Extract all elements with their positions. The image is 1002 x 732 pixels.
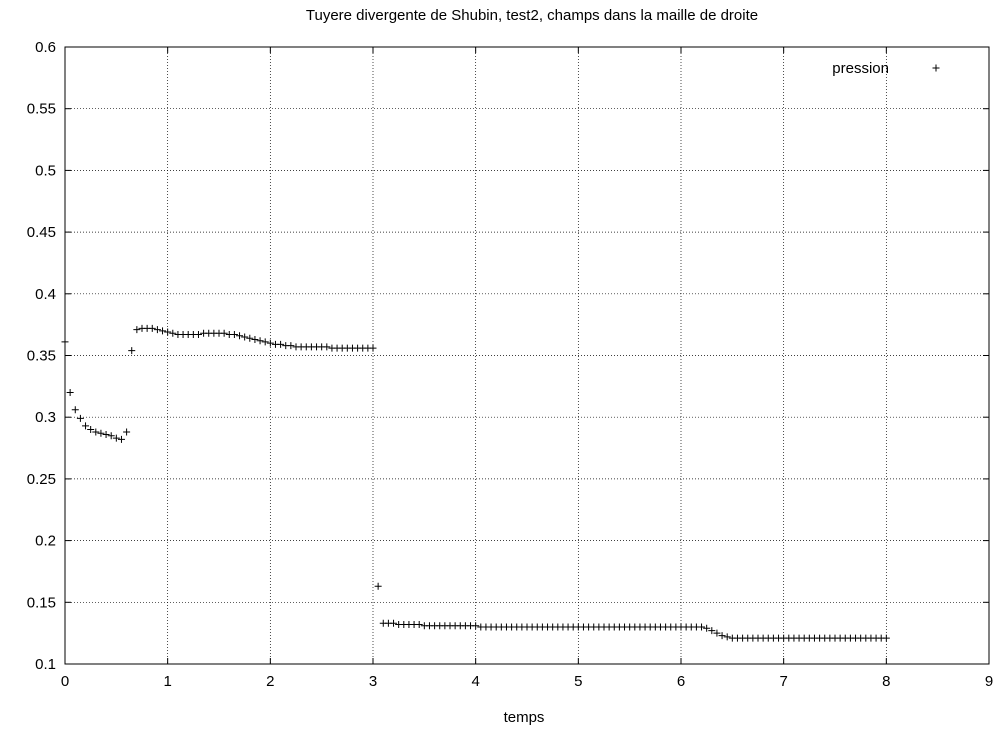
- x-axis-label: temps: [504, 709, 545, 726]
- x-tick-label: 1: [163, 673, 171, 690]
- series-pression-points: [61, 324, 890, 642]
- y-axis-ticks: 0.1 0.15 0.2 0.25 0.3 0.35 0.4 0.45 0.5 0.55 0.6: [27, 39, 989, 673]
- data-point: [123, 428, 131, 436]
- data-point: [148, 324, 156, 332]
- data-point: [66, 389, 74, 397]
- x-tick-label: 5: [574, 673, 582, 690]
- legend-label: pression: [832, 60, 889, 77]
- y-tick-label: 0.45: [27, 224, 56, 241]
- data-point: [723, 633, 731, 641]
- x-tick-label: 0: [61, 673, 69, 690]
- data-point: [261, 338, 269, 346]
- data-point: [287, 342, 295, 350]
- data-point: [71, 406, 79, 414]
- data-point: [256, 337, 264, 345]
- x-tick-label: 4: [471, 673, 479, 690]
- y-tick-label: 0.55: [27, 101, 56, 118]
- y-tick-label: 0.1: [35, 656, 56, 673]
- data-point: [133, 326, 141, 334]
- data-point: [153, 326, 161, 334]
- data-point: [92, 428, 100, 436]
- data-point: [230, 331, 238, 339]
- x-tick-label: 9: [985, 673, 993, 690]
- data-point: [369, 344, 377, 352]
- data-point: [698, 623, 706, 631]
- data-point: [323, 343, 331, 351]
- data-point: [220, 329, 228, 337]
- data-point: [266, 339, 274, 347]
- data-point: [415, 621, 423, 629]
- data-point: [390, 619, 398, 627]
- data-point: [374, 582, 382, 590]
- data-point: [194, 331, 202, 339]
- y-tick-label: 0.25: [27, 471, 56, 488]
- data-point: [61, 338, 69, 346]
- data-point: [251, 335, 259, 343]
- x-axis-ticks: 0 1 2 3 4 5 6 7 8 9: [61, 47, 993, 690]
- data-point: [82, 422, 90, 430]
- data-point: [713, 629, 721, 637]
- x-tick-label: 2: [266, 673, 274, 690]
- data-point: [236, 332, 244, 340]
- data-point: [246, 334, 254, 342]
- legend-marker: [932, 64, 940, 72]
- y-tick-label: 0.35: [27, 348, 56, 365]
- data-point: [102, 430, 110, 438]
- data-point: [277, 340, 285, 348]
- y-tick-label: 0.5: [35, 162, 56, 179]
- y-tick-label: 0.2: [35, 533, 56, 550]
- data-point: [703, 624, 711, 632]
- data-point: [882, 634, 890, 642]
- legend: pression: [832, 60, 940, 77]
- y-tick-label: 0.4: [35, 286, 56, 303]
- data-point: [97, 429, 105, 437]
- y-tick-label: 0.15: [27, 594, 56, 611]
- data-point: [708, 627, 716, 635]
- data-point: [472, 622, 480, 630]
- grid: [65, 47, 989, 664]
- chart-title: Tuyere divergente de Shubin, test2, cham…: [306, 7, 758, 24]
- data-point: [112, 434, 120, 442]
- data-point: [107, 432, 115, 440]
- data-point: [87, 426, 95, 434]
- data-point: [169, 329, 177, 337]
- data-point: [241, 333, 249, 341]
- data-point: [128, 347, 136, 355]
- x-tick-label: 7: [779, 673, 787, 690]
- legend-marker-symbol: [932, 64, 940, 72]
- y-tick-label: 0.3: [35, 409, 56, 426]
- data-point: [117, 435, 125, 443]
- data-point: [159, 327, 167, 335]
- x-tick-label: 6: [677, 673, 685, 690]
- data-point: [76, 414, 84, 422]
- data-point: [164, 328, 172, 336]
- x-tick-label: 3: [369, 673, 377, 690]
- y-tick-label: 0.6: [35, 39, 56, 56]
- x-tick-label: 8: [882, 673, 890, 690]
- data-point: [718, 632, 726, 640]
